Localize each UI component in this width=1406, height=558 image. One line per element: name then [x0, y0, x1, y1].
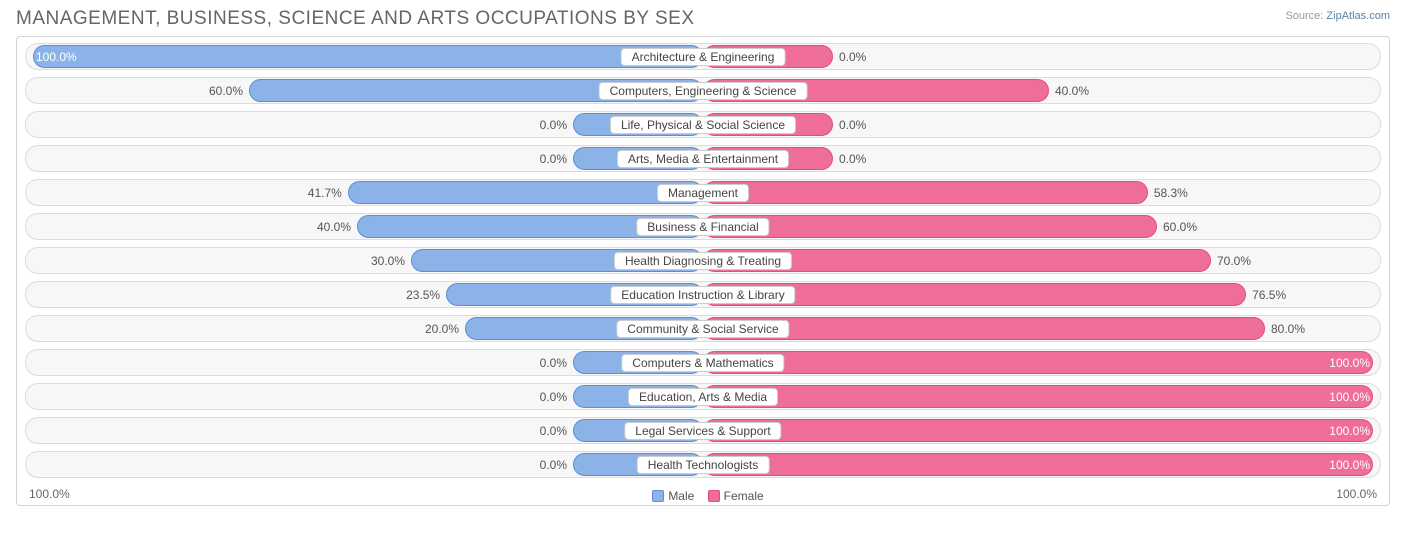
male-pct-label: 0.0% [540, 458, 567, 472]
male-bar [33, 45, 703, 68]
female-pct-label: 0.0% [839, 50, 866, 64]
female-bar [703, 385, 1373, 408]
female-pct-label: 100.0% [1329, 356, 1370, 370]
female-pct-label: 40.0% [1055, 84, 1089, 98]
female-pct-label: 100.0% [1329, 390, 1370, 404]
female-pct-label: 76.5% [1252, 288, 1286, 302]
female-bar [703, 419, 1373, 442]
chart-row: 0.0% 0.0% Life, Physical & Social Science [25, 111, 1381, 138]
chart-row: 100.0% 0.0% Architecture & Engineering [25, 43, 1381, 70]
legend-female: Female [724, 489, 764, 503]
male-pct-label: 41.7% [308, 186, 342, 200]
chart-row: 0.0% 100.0% Legal Services & Support [25, 417, 1381, 444]
legend-male: Male [668, 489, 694, 503]
diverging-bar-chart: 100.0% 0.0% Architecture & Engineering 60.0… [16, 36, 1390, 506]
chart-rows: 100.0% 0.0% Architecture & Engineering 60.0… [25, 43, 1381, 478]
x-axis: 100.0% Male Female 100.0% [25, 485, 1381, 503]
category-label: Arts, Media & Entertainment [617, 150, 789, 168]
category-label: Education Instruction & Library [610, 286, 795, 304]
chart-row: 60.0% 40.0% Computers, Engineering & Scien… [25, 77, 1381, 104]
male-pct-label: 30.0% [371, 254, 405, 268]
chart-row: 0.0% 100.0% Computers & Mathematics [25, 349, 1381, 376]
male-pct-label: 23.5% [406, 288, 440, 302]
source-value: ZipAtlas.com [1326, 10, 1390, 22]
male-pct-label: 40.0% [317, 220, 351, 234]
male-pct-label: 0.0% [540, 390, 567, 404]
category-label: Computers, Engineering & Science [599, 82, 808, 100]
male-pct-label: 60.0% [209, 84, 243, 98]
category-label: Management [657, 184, 749, 202]
female-pct-label: 100.0% [1329, 424, 1370, 438]
female-pct-label: 0.0% [839, 152, 866, 166]
category-label: Business & Financial [636, 218, 769, 236]
male-bar [348, 181, 703, 204]
category-label: Community & Social Service [616, 320, 789, 338]
male-swatch [652, 490, 664, 502]
category-label: Computers & Mathematics [621, 354, 784, 372]
chart-header: MANAGEMENT, BUSINESS, SCIENCE AND ARTS O… [16, 8, 1390, 30]
female-pct-label: 60.0% [1163, 220, 1197, 234]
female-pct-label: 70.0% [1217, 254, 1251, 268]
female-pct-label: 0.0% [839, 118, 866, 132]
chart-row: 0.0% 100.0% Education, Arts & Media [25, 383, 1381, 410]
male-pct-label: 0.0% [540, 118, 567, 132]
female-pct-label: 80.0% [1271, 322, 1305, 336]
chart-title: MANAGEMENT, BUSINESS, SCIENCE AND ARTS O… [16, 8, 695, 30]
chart-row: 30.0% 70.0% Health Diagnosing & Treating [25, 247, 1381, 274]
legend: Male Female [642, 489, 763, 503]
category-label: Life, Physical & Social Science [610, 116, 796, 134]
source-attribution: Source: ZipAtlas.com [1285, 8, 1390, 22]
female-bar [703, 453, 1373, 476]
female-bar [703, 351, 1373, 374]
male-pct-label: 100.0% [36, 50, 77, 64]
female-bar [703, 181, 1148, 204]
female-bar [703, 215, 1157, 238]
axis-left-label: 100.0% [29, 487, 70, 503]
category-label: Education, Arts & Media [628, 388, 778, 406]
chart-row: 0.0% 0.0% Arts, Media & Entertainment [25, 145, 1381, 172]
category-label: Health Technologists [637, 456, 770, 474]
category-label: Architecture & Engineering [621, 48, 786, 66]
female-pct-label: 58.3% [1154, 186, 1188, 200]
source-label: Source: [1285, 10, 1323, 22]
axis-right-label: 100.0% [1336, 487, 1377, 503]
male-pct-label: 0.0% [540, 152, 567, 166]
male-pct-label: 0.0% [540, 424, 567, 438]
chart-row: 41.7% 58.3% Management [25, 179, 1381, 206]
category-label: Health Diagnosing & Treating [614, 252, 792, 270]
chart-row: 23.5% 76.5% Education Instruction & Librar… [25, 281, 1381, 308]
male-pct-label: 20.0% [425, 322, 459, 336]
male-pct-label: 0.0% [540, 356, 567, 370]
chart-row: 0.0% 100.0% Health Technologists [25, 451, 1381, 478]
chart-row: 20.0% 80.0% Community & Social Service [25, 315, 1381, 342]
female-pct-label: 100.0% [1329, 458, 1370, 472]
category-label: Legal Services & Support [624, 422, 781, 440]
female-swatch [708, 490, 720, 502]
chart-row: 40.0% 60.0% Business & Financial [25, 213, 1381, 240]
